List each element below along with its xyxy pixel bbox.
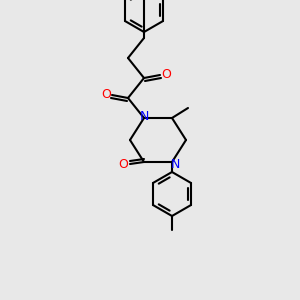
Text: N: N xyxy=(139,110,149,122)
Text: N: N xyxy=(170,158,180,170)
Text: O: O xyxy=(101,88,111,100)
Text: O: O xyxy=(118,158,128,170)
Text: O: O xyxy=(161,68,171,80)
